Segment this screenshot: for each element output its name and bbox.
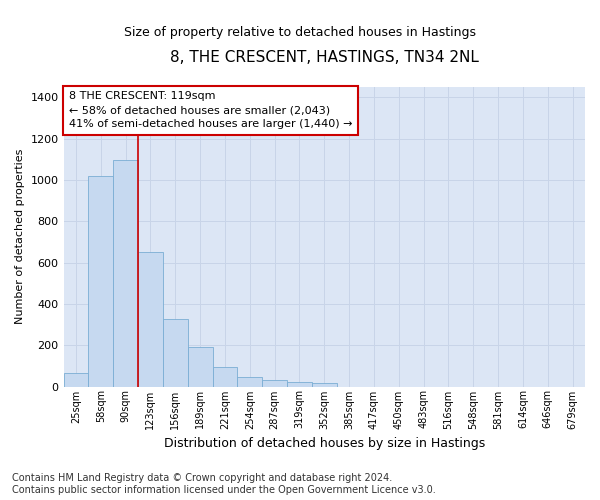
Bar <box>88 176 113 386</box>
Bar <box>312 384 337 386</box>
Bar <box>163 320 188 386</box>
Bar <box>64 373 88 386</box>
X-axis label: Distribution of detached houses by size in Hastings: Distribution of detached houses by size … <box>164 437 485 450</box>
Bar <box>138 252 163 386</box>
Bar <box>238 376 262 386</box>
Bar <box>287 382 312 386</box>
Text: Size of property relative to detached houses in Hastings: Size of property relative to detached ho… <box>124 26 476 39</box>
Bar <box>113 160 138 386</box>
Bar <box>262 380 287 386</box>
Y-axis label: Number of detached properties: Number of detached properties <box>15 149 25 324</box>
Bar <box>188 348 212 387</box>
Title: 8, THE CRESCENT, HASTINGS, TN34 2NL: 8, THE CRESCENT, HASTINGS, TN34 2NL <box>170 50 479 65</box>
Text: 8 THE CRESCENT: 119sqm
← 58% of detached houses are smaller (2,043)
41% of semi-: 8 THE CRESCENT: 119sqm ← 58% of detached… <box>69 92 352 130</box>
Text: Contains HM Land Registry data © Crown copyright and database right 2024.
Contai: Contains HM Land Registry data © Crown c… <box>12 474 436 495</box>
Bar <box>212 367 238 386</box>
